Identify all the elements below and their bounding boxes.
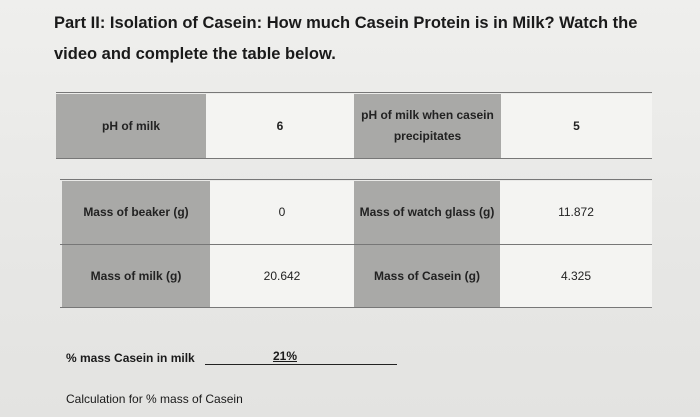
table-rule	[60, 179, 652, 180]
table-cell-value: 4.325	[500, 245, 652, 307]
table-cell-label: pH of milk	[56, 94, 206, 158]
table-cell-label: Mass of watch glass (g)	[354, 181, 500, 244]
table-cell-value: 6	[206, 94, 354, 158]
answer-blank	[205, 364, 397, 365]
table-cell-label: Mass of Casein (g)	[354, 245, 500, 307]
calculation-label: Calculation for % mass of Casein	[66, 392, 243, 406]
table-cell-value: 0	[210, 181, 354, 244]
table-rule	[56, 92, 652, 93]
percent-mass-value: 21%	[272, 349, 298, 363]
table-cell-value: 20.642	[210, 245, 354, 307]
table-cell-label: pH of milk when casein precipitates	[354, 94, 501, 158]
section-title: Part II: Isolation of Casein: How much C…	[54, 14, 638, 63]
percent-mass-label: % mass Casein in milk	[66, 351, 195, 365]
table-cell-value: 5	[501, 94, 652, 158]
table-rule	[60, 307, 652, 308]
table-rule	[56, 158, 652, 159]
table-rule	[60, 244, 652, 245]
table-cell-label: Mass of milk (g)	[62, 245, 210, 307]
table-cell-value: 11.872	[500, 181, 652, 244]
table-cell-label: Mass of beaker (g)	[62, 181, 210, 244]
